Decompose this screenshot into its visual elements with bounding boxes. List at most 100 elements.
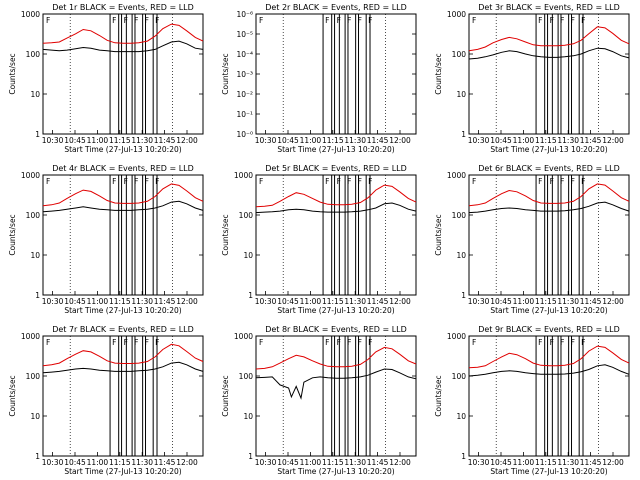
data-gap-box: [547, 13, 553, 135]
x-tick-label: 11:15: [322, 297, 344, 306]
data-gap-box: [334, 174, 340, 296]
series-events: [42, 361, 204, 374]
panel-det-4: Det 4r BLACK = Events, RED = LLD 10:30 10:…: [8, 164, 204, 315]
x-tick-label: 10:30: [468, 458, 490, 467]
flag-marker: F: [145, 16, 149, 25]
panel-det-1: Det 1r BLACK = Events, RED = LLD 10:30 10:…: [8, 3, 204, 154]
y-tick-label: 10: [243, 412, 253, 421]
data-gap-box: [334, 335, 340, 457]
data-gap-box: [578, 174, 584, 296]
data-gap-box: [152, 335, 158, 457]
x-tick-label: 10:45: [277, 136, 299, 145]
y-axis-label: Counts/sec: [8, 53, 17, 94]
data-gap-box: [109, 174, 120, 296]
series-events: [42, 200, 204, 213]
flag-marker: F: [325, 177, 329, 186]
flag-marker: F: [560, 16, 564, 25]
x-tick-label: 10:30: [42, 458, 64, 467]
flag-marker: F: [124, 16, 128, 25]
x-tick-label: 12:00: [602, 297, 624, 306]
panel-title: Det 3r BLACK = Events, RED = LLD: [478, 3, 620, 12]
panel-title: Det 9r BLACK = Events, RED = LLD: [478, 325, 620, 334]
y-tick-label: 1000: [447, 171, 466, 180]
data-gap-box: [535, 174, 546, 296]
y-tick-label: 10⁻⁰: [236, 130, 253, 139]
x-tick-label: 10:30: [468, 297, 490, 306]
x-tick-label: 11:45: [367, 297, 389, 306]
flag-marker: F: [145, 338, 149, 347]
x-tick-label: 10:45: [277, 458, 299, 467]
x-tick-label: 11:15: [535, 136, 557, 145]
x-axis-label: Start Time (27-Jul-13 10:20:20): [64, 306, 181, 315]
y-tick-label: 1000: [234, 332, 253, 341]
x-tick-label: 11:45: [580, 136, 602, 145]
series-lld: [255, 346, 417, 370]
y-tick-label: 10⁻⁵: [236, 30, 253, 39]
data-gap-box: [365, 13, 371, 135]
x-tick-label: 12:00: [389, 297, 411, 306]
flag-marker: F: [581, 16, 585, 25]
plot-frame: [255, 335, 417, 457]
x-tick-label: 11:15: [535, 297, 557, 306]
x-tick-label: 11:30: [557, 136, 579, 145]
panel-title: Det 5r BLACK = Events, RED = LLD: [265, 164, 407, 173]
data-gap-box: [322, 335, 333, 457]
flag-marker: F: [347, 177, 351, 186]
x-tick-label: 11:15: [322, 136, 344, 145]
data-gap-box: [152, 174, 158, 296]
flag-marker: F: [155, 177, 159, 186]
panel-det-9: Det 9r BLACK = Events, RED = LLD 10:30 10:…: [434, 325, 630, 476]
x-tick-label: 10:30: [255, 136, 277, 145]
x-tick-label: 11:15: [535, 458, 557, 467]
flag-marker: F: [571, 177, 575, 186]
x-tick-label: 11:30: [131, 297, 153, 306]
y-tick-label: 1000: [447, 332, 466, 341]
x-tick-label: 11:30: [344, 458, 366, 467]
x-axis-label: Start Time (27-Jul-13 10:20:20): [64, 145, 181, 154]
x-axis-label: Start Time (27-Jul-13 10:20:20): [277, 145, 394, 154]
flag-marker: F: [337, 16, 341, 25]
series-events: [255, 368, 417, 400]
x-tick-label: 10:30: [42, 136, 64, 145]
flag-marker: F: [581, 177, 585, 186]
flag-marker: F: [46, 177, 50, 186]
x-tick-label: 11:45: [367, 458, 389, 467]
data-gap-box: [334, 13, 340, 135]
y-tick-label: 10⁻²: [236, 90, 253, 99]
y-tick-label: 1000: [234, 171, 253, 180]
y-tick-label: 10: [456, 412, 466, 421]
data-gap-box: [568, 335, 573, 457]
x-tick-label: 10:45: [64, 297, 86, 306]
x-axis-label: Start Time (27-Jul-13 10:20:20): [277, 306, 394, 315]
x-tick-label: 11:30: [557, 297, 579, 306]
panel-det-8: Det 8r BLACK = Events, RED = LLD 10:30 10:…: [221, 325, 417, 476]
flag-marker: F: [46, 16, 50, 25]
data-gap-box: [131, 13, 136, 135]
series-events: [42, 40, 204, 53]
flag-marker: F: [124, 338, 128, 347]
x-axis-label: Start Time (27-Jul-13 10:20:20): [490, 306, 607, 315]
series-events: [468, 47, 630, 60]
panel-title: Det 4r BLACK = Events, RED = LLD: [52, 164, 194, 173]
series-lld: [468, 183, 630, 207]
flag-marker: F: [337, 338, 341, 347]
panel-det-3: Det 3r BLACK = Events, RED = LLD 10:30 10:…: [434, 3, 630, 154]
x-tick-label: 12:00: [176, 297, 198, 306]
x-tick-label: 11:30: [557, 458, 579, 467]
flag-marker: F: [325, 338, 329, 347]
y-tick-label: 1000: [447, 10, 466, 19]
y-axis-label: Counts/sec: [8, 214, 17, 255]
flag-marker: F: [358, 338, 362, 347]
x-tick-label: 12:00: [176, 136, 198, 145]
y-tick-label: 10⁻³: [236, 70, 253, 79]
series-lld: [255, 184, 417, 208]
panel-title: Det 8r BLACK = Events, RED = LLD: [265, 325, 407, 334]
x-tick-label: 11:45: [580, 297, 602, 306]
panel-det-2: Det 2r BLACK = Events, RED = LLD 10:30 10:…: [221, 3, 417, 154]
y-tick-label: 10⁻¹: [236, 110, 253, 119]
y-tick-label: 1000: [21, 10, 40, 19]
flag-marker: F: [112, 338, 116, 347]
panel-det-5: Det 5r BLACK = Events, RED = LLD 10:30 10:…: [221, 164, 417, 315]
flag-marker: F: [550, 16, 554, 25]
